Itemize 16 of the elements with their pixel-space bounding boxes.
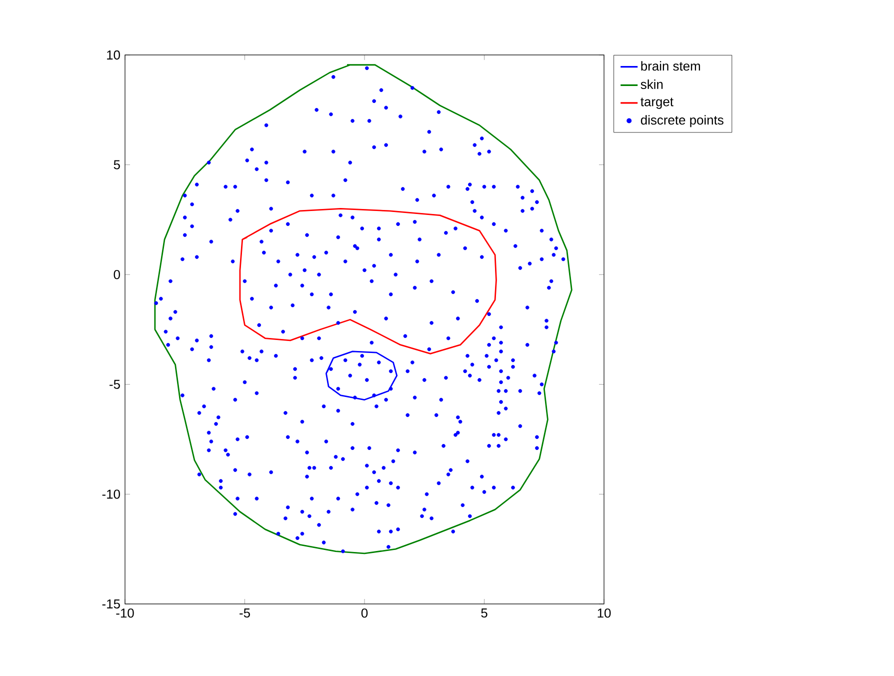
y-tick-label: 10	[107, 50, 120, 60]
legend-label: discrete points	[640, 115, 724, 128]
x-tick-label: -5	[240, 608, 250, 618]
y-tick-label: -10	[102, 490, 120, 499]
x-tick-label: 10	[598, 608, 611, 618]
legend-label: target	[640, 98, 674, 109]
y-tick-label: -5	[110, 380, 120, 389]
y-tick-label: -15	[102, 599, 120, 608]
y-tick-label: 0	[114, 270, 120, 280]
x-tick-label: 0	[361, 608, 368, 618]
legend-label: brain stem	[641, 61, 700, 71]
y-tick-label: 5	[114, 160, 120, 170]
legend-label: skin	[640, 79, 663, 89]
line-series	[325, 350, 398, 400]
line-series	[239, 208, 497, 354]
x-tick-label: 5	[481, 608, 488, 618]
